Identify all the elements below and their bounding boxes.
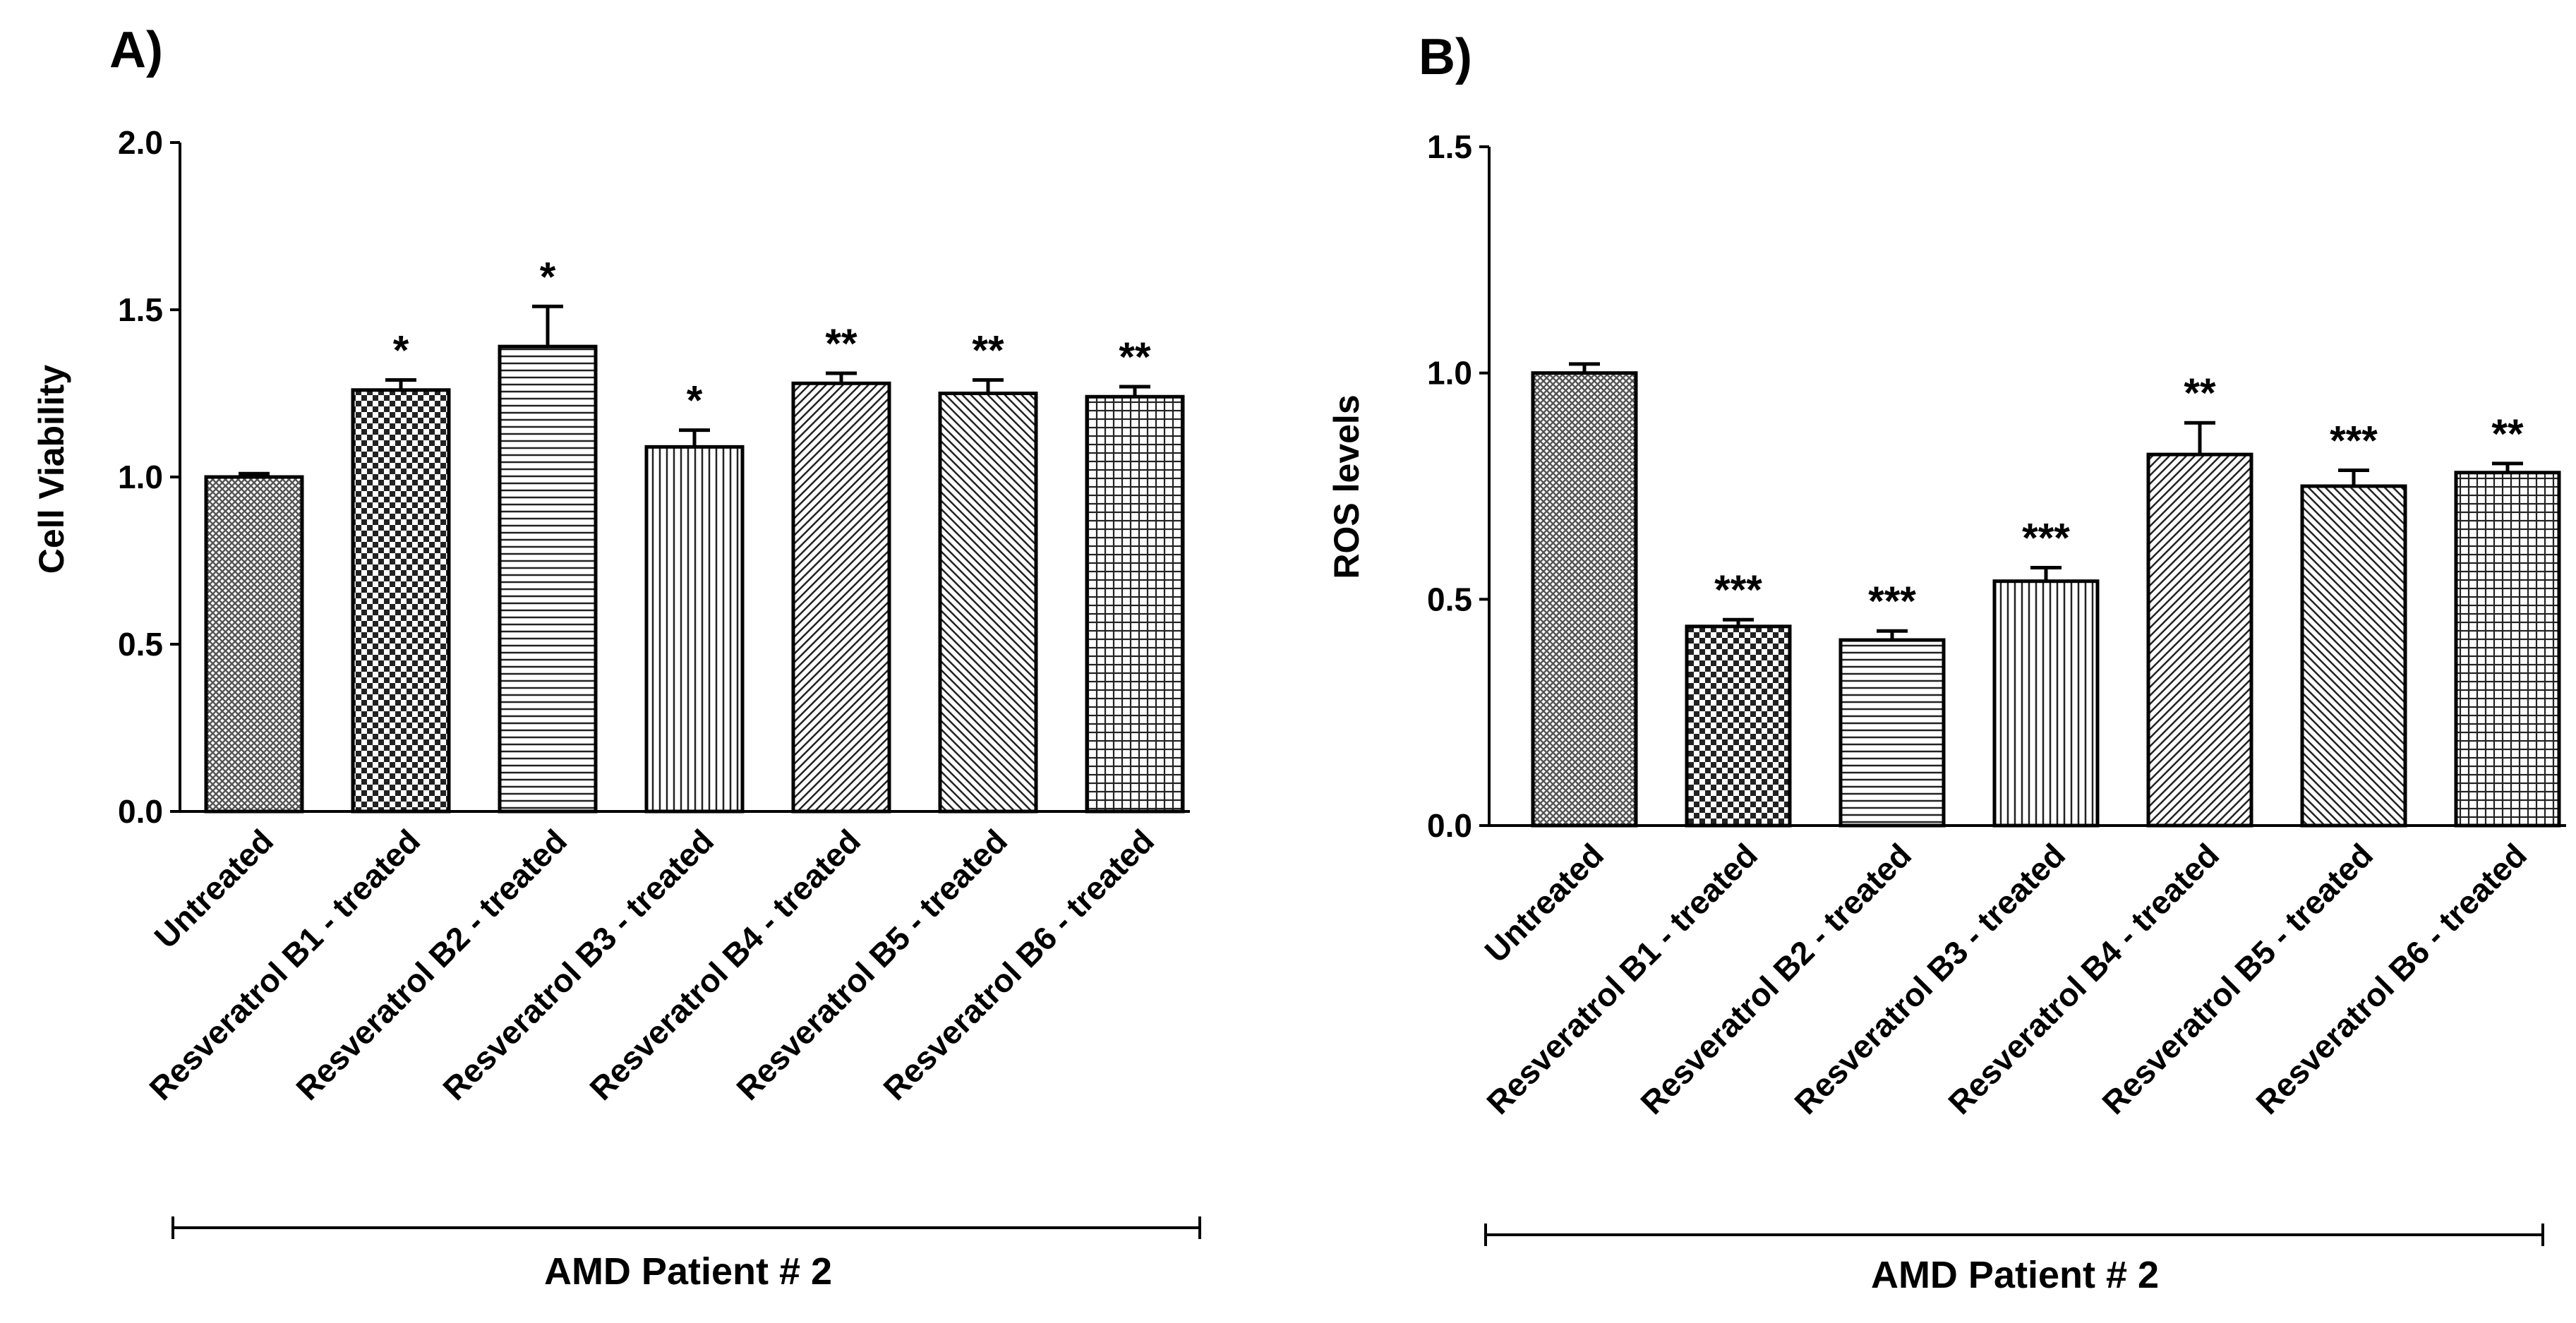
y-tick-label: 0.5 bbox=[1427, 581, 1472, 617]
category-label: Resveratrol B1 - treated bbox=[1479, 836, 1764, 1121]
category-label: Untreated bbox=[1477, 836, 1611, 969]
panel-a-group-label: AMD Patient # 2 bbox=[544, 1250, 832, 1293]
y-tick-label: 0.0 bbox=[118, 793, 163, 830]
panel-a: A) Cell Viability AMD Patient # 2 0.0 0.5… bbox=[32, 22, 1201, 1293]
y-tick-label: 1.5 bbox=[1427, 128, 1472, 165]
bar bbox=[791, 381, 891, 814]
bar bbox=[204, 475, 304, 814]
significance-marker: ** bbox=[825, 321, 857, 367]
panel-b-group-label: AMD Patient # 2 bbox=[1871, 1254, 2159, 1296]
category-label: Resveratrol B6 - treated bbox=[876, 822, 1161, 1107]
bar bbox=[938, 392, 1038, 814]
panel-a-label: A) bbox=[109, 22, 163, 78]
bar bbox=[1531, 371, 1638, 828]
bar bbox=[644, 445, 745, 814]
bar bbox=[1685, 624, 1792, 828]
category-label: Resveratrol B3 - treated bbox=[1787, 836, 2072, 1121]
bar bbox=[1085, 394, 1185, 814]
significance-marker: *** bbox=[1714, 567, 1762, 613]
significance-marker: * bbox=[393, 328, 409, 374]
category-label: Resveratrol B3 - treated bbox=[435, 822, 721, 1107]
bar bbox=[2146, 452, 2253, 828]
y-tick-label: 1.0 bbox=[1427, 355, 1472, 392]
significance-marker: * bbox=[540, 254, 556, 300]
category-label: Untreated bbox=[147, 822, 280, 955]
category-label: Resveratrol B5 - treated bbox=[729, 822, 1014, 1107]
significance-marker: ** bbox=[2184, 370, 2216, 416]
bar bbox=[1838, 638, 1946, 828]
category-label: Resveratrol B1 - treated bbox=[142, 822, 427, 1107]
significance-marker: * bbox=[687, 378, 703, 424]
category-label: Resveratrol B5 - treated bbox=[2095, 836, 2380, 1121]
category-label: Resveratrol B2 - treated bbox=[1633, 836, 1918, 1121]
significance-marker: ** bbox=[972, 328, 1004, 374]
y-tick-label: 0.0 bbox=[1427, 807, 1472, 844]
significance-marker: *** bbox=[1868, 579, 1916, 624]
bar bbox=[1992, 579, 2100, 828]
bar bbox=[351, 388, 451, 814]
bar bbox=[2454, 471, 2561, 828]
panel-b-y-axis-title: ROS levels bbox=[1327, 394, 1366, 579]
significance-marker: *** bbox=[2330, 418, 2378, 464]
panel-a-y-axis-title: Cell Viability bbox=[32, 365, 71, 574]
panel-b-label: B) bbox=[1419, 29, 1472, 85]
significance-marker: *** bbox=[2022, 515, 2070, 561]
significance-marker: ** bbox=[1119, 334, 1151, 380]
y-tick-label: 2.0 bbox=[118, 124, 163, 161]
category-label: Resveratrol B4 - treated bbox=[1941, 836, 2226, 1121]
significance-marker: ** bbox=[2491, 411, 2524, 457]
category-label: Resveratrol B4 - treated bbox=[582, 822, 867, 1107]
bar bbox=[498, 344, 598, 814]
panel-b: B) ROS levels AMD Patient # 2 0.0 0.5 1.0 1… bbox=[1327, 29, 2566, 1296]
y-tick-label: 0.5 bbox=[118, 626, 163, 663]
y-tick-label: 1.5 bbox=[118, 291, 163, 328]
bar bbox=[2300, 484, 2407, 828]
category-label: Resveratrol B2 - treated bbox=[289, 822, 574, 1107]
y-tick-label: 1.0 bbox=[118, 459, 163, 495]
category-label: Resveratrol B6 - treated bbox=[2249, 836, 2534, 1121]
